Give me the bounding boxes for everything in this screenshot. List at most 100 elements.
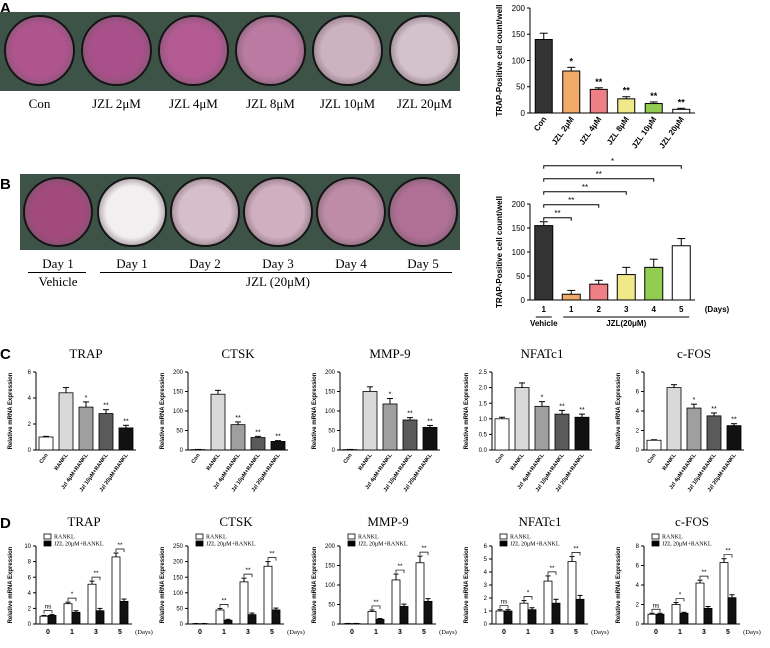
d0-significance-bracket: [91, 576, 101, 581]
d4-title: c-FOS: [675, 514, 709, 529]
d2-x-tick-label: 3: [398, 629, 402, 636]
b-x-tick-label: 1: [542, 305, 547, 314]
b-group-vehicle: Vehicle: [530, 319, 558, 328]
c4-x-tick-label: RANKL: [662, 452, 678, 472]
d4-significance-bracket: [699, 575, 709, 580]
d4-x-tick-label: 1: [678, 629, 682, 636]
d2-y-tick-label: 150: [325, 564, 336, 570]
c0-y-tick-label: 6: [28, 370, 32, 376]
panel-b-jzl-underline: [100, 272, 452, 273]
c1-y-tick-label: 150: [173, 390, 184, 396]
panel-a-label-jzl8: JZL 8μM: [246, 96, 295, 111]
d4-significance: **: [725, 548, 731, 555]
c0-title: TRAP: [69, 346, 102, 361]
c3-y-tick-label: 0.0: [479, 448, 488, 454]
panel-b-well-jzl-day5: [388, 177, 458, 247]
c2-y-tick-label: 50: [328, 429, 335, 435]
panel-c-cfos-chart: c-FOS 0 2 4 6 8 Relative mRNA Expression Con RAN…: [616, 346, 744, 493]
c2-x-tick-label: Con: [343, 452, 354, 465]
b-y-tick-label: 200: [512, 200, 526, 209]
d2-legend-label-rankl: RANKL: [358, 535, 379, 541]
panel-c-trap-chart: TRAP 0 2 4 6 Relative mRNA Expression Con RANKL…: [8, 346, 136, 493]
c2-significance: *: [389, 392, 392, 399]
d2-y-tick-label: 200: [325, 544, 336, 550]
c0-bar: [118, 427, 134, 451]
panel-b-well-jzl-day3: [243, 177, 313, 247]
d0-x-unit: (Days): [135, 629, 153, 636]
c4-bar: [706, 415, 722, 451]
a-y-tick-label: 50: [516, 83, 525, 92]
d4-significance: ns: [653, 602, 661, 609]
d1-legend-label-rankl: RANKL: [206, 535, 227, 541]
d1-significance: **: [269, 551, 275, 558]
panel-a-well-jzl20: [389, 15, 460, 86]
panel-a-label-jzl4: JZL 4μM: [169, 96, 218, 111]
a-y-tick-label: 100: [512, 56, 526, 65]
b-bar: [534, 225, 554, 301]
d2-significance: **: [373, 599, 379, 606]
d1-y-tick-label: 0: [180, 622, 184, 628]
d4-legend-swatch-rankl: [651, 533, 660, 540]
d3-title: NFATc1: [519, 514, 562, 529]
d0-bar-jzl: [71, 611, 81, 625]
c0-bar: [38, 436, 54, 451]
c2-y-tick-label: 200: [325, 370, 336, 376]
d3-x-unit: (Days): [591, 629, 609, 636]
panel-b-well-jzl-day2: [170, 177, 240, 247]
c1-title: CTSK: [221, 346, 255, 361]
c1-bar: [270, 441, 286, 451]
d4-significance: **: [701, 569, 707, 576]
c4-y-tick-label: 2: [636, 429, 640, 435]
c0-bar: [78, 406, 94, 451]
d4-legend-label-jzl: JZL 20μM+RANKL: [662, 542, 712, 548]
d3-legend-label-jzl: JZL 20μM+RANKL: [510, 542, 560, 548]
c2-bar: [382, 403, 398, 451]
d3-y-tick-label: 1: [484, 609, 488, 615]
d2-title: MMP-9: [367, 514, 408, 529]
b-y-tick-label: 50: [516, 272, 525, 281]
a-bar: [534, 39, 553, 114]
c2-y-tick-label: 100: [325, 409, 336, 415]
d1-x-tick-label: 0: [198, 629, 202, 636]
b-x-tick-label: 5: [679, 305, 684, 314]
c3-significance: **: [559, 403, 565, 410]
panel-a-well-strip: [0, 12, 460, 91]
d0-y-tick-label: 8: [28, 560, 32, 566]
panel-a-well-jzl8: [235, 15, 306, 86]
d0-significance: **: [117, 542, 123, 549]
b-y-axis-label: TRAP-Positive cell count/well: [495, 196, 504, 308]
b-bar: [616, 274, 636, 301]
c3-y-tick-label: 0.5: [479, 433, 488, 439]
d1-significance-bracket: [267, 557, 277, 561]
d1-x-tick-label: 1: [222, 629, 226, 636]
panel-c-nfatc1-chart: NFATc1 0.0 0.5 1.0 1.5 2.0 2.5 Relative mRNA Ex…: [464, 346, 592, 493]
c1-x-tick-label: RANKL: [206, 452, 222, 472]
b-significance: **: [582, 183, 588, 192]
d4-bar-rankl: [671, 604, 681, 625]
c2-bar: [422, 426, 438, 451]
d3-significance: *: [527, 590, 530, 597]
c3-bar: [494, 418, 510, 451]
d2-legend-swatch-rankl: [347, 533, 356, 540]
d4-legend-swatch-jzl: [651, 540, 660, 547]
d0-bar-jzl: [119, 600, 129, 625]
d4-significance: *: [679, 592, 682, 599]
d0-legend-swatch-rankl: [43, 533, 52, 540]
b-y-tick-label: 150: [512, 224, 526, 233]
d3-bar-rankl: [567, 561, 577, 625]
d3-x-tick-label: 5: [574, 629, 578, 636]
c1-y-axis-label: Relative mRNA Expression: [160, 372, 166, 449]
d3-bar-rankl: [519, 602, 529, 625]
d0-x-tick-label: 0: [46, 629, 50, 636]
a-significance: *: [569, 56, 573, 66]
c3-y-tick-label: 1.5: [479, 401, 488, 407]
d1-x-unit: (Days): [287, 629, 305, 636]
d3-significance-bracket: [547, 571, 557, 575]
d1-y-tick-label: 150: [173, 575, 184, 581]
c2-significance: **: [407, 411, 413, 418]
a-bar: [644, 103, 663, 114]
d0-y-tick-label: 0: [28, 622, 32, 628]
d0-bar-rankl: [111, 556, 121, 625]
d2-y-axis-label: Relative mRNA Expression: [312, 546, 318, 623]
panel-b-group-vehicle: Vehicle: [38, 274, 78, 289]
